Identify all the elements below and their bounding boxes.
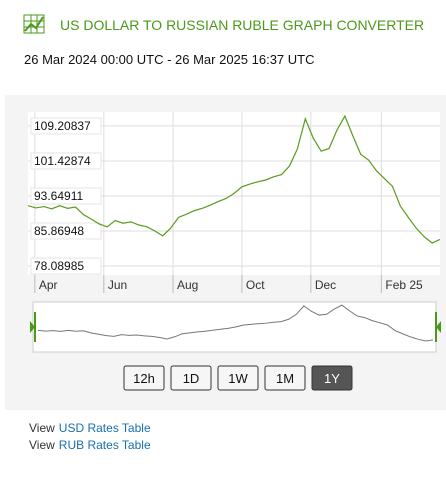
y-label-box: [30, 187, 102, 205]
link[interactable]: USD Rates Table: [59, 421, 151, 435]
x-tick-label: Apr: [39, 278, 58, 292]
link-line: View USD Rates Table: [29, 421, 151, 435]
range-button-label[interactable]: 1Y: [324, 371, 340, 386]
x-tick-label: Feb 25: [385, 278, 423, 292]
x-tick-label: Jun: [108, 278, 127, 292]
x-tick-label: Dec: [315, 278, 336, 292]
y-label-box: [30, 222, 102, 240]
y-tick-label: 109.20837: [34, 119, 91, 133]
link-prefix: View: [29, 421, 55, 435]
y-tick-label: 101.42874: [34, 154, 91, 168]
x-tick-label: Aug: [177, 278, 198, 292]
icon: [23, 14, 45, 34]
link[interactable]: RUB Rates Table: [59, 438, 151, 452]
title: US DOLLAR TO RUSSIAN RUBLE GRAPH CONVERT…: [60, 17, 424, 33]
y-label-box: [30, 152, 102, 170]
range-button[interactable]: [311, 365, 353, 391]
range-button-label[interactable]: 1M: [276, 371, 294, 386]
range-button[interactable]: [264, 365, 306, 391]
link-prefix: View: [29, 438, 55, 452]
range-button-label[interactable]: 1D: [183, 371, 200, 386]
date-range: 26 Mar 2024 00:00 UTC - 26 Mar 2025 16:3…: [24, 52, 314, 67]
x-tick-label: Oct: [246, 278, 265, 292]
dynamic: Apr Jun Aug Oct Dec Feb 25 78.08985 85.86948 93.…: [27, 112, 441, 452]
nav-handle[interactable]: [436, 321, 441, 333]
range-button-label[interactable]: 12h: [133, 371, 155, 386]
range-button-label[interactable]: 1W: [228, 371, 248, 386]
nav-handle[interactable]: [30, 321, 35, 333]
range-button[interactable]: [217, 365, 259, 391]
price-line: [27, 114, 441, 244]
y-label-box: [30, 257, 102, 275]
y-tick-label: 85.86948: [34, 224, 84, 238]
range-button[interactable]: [123, 365, 165, 391]
y-tick-label: 93.64911: [34, 189, 83, 203]
link-line: View RUB Rates Table: [29, 438, 151, 452]
y-tick-label: 78.08985: [34, 259, 84, 273]
y-label-box: [30, 117, 102, 135]
navigator-line: [37, 304, 434, 342]
range-button[interactable]: [170, 365, 212, 391]
